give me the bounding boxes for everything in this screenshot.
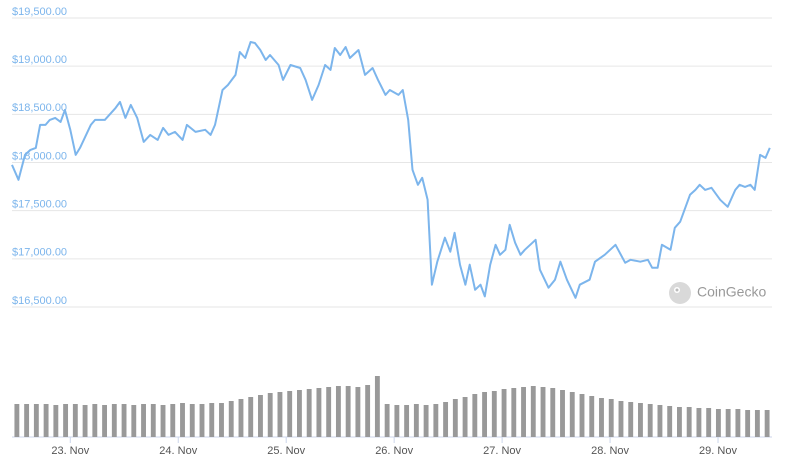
volume-bar: [219, 403, 224, 437]
volume-bar: [433, 404, 439, 437]
volume-bar: [258, 395, 263, 437]
volume-bar: [316, 388, 322, 437]
volume-bar: [63, 404, 69, 437]
volume-bar: [725, 409, 731, 437]
y-tick-label: $18,500.00: [12, 102, 67, 114]
volume-bar: [745, 410, 751, 437]
volume-bar: [560, 390, 565, 437]
volume-bar: [189, 404, 195, 437]
volume-bar: [647, 404, 653, 437]
volume-bar: [277, 392, 283, 437]
volume-bar: [345, 386, 351, 437]
volume-bar: [482, 392, 487, 437]
volume-bar: [599, 398, 604, 437]
volume-bar: [267, 393, 273, 437]
watermark: CoinGecko: [697, 284, 766, 300]
volume-bar: [335, 386, 341, 437]
volume-bar: [180, 403, 185, 437]
y-tick-label: $18,000.00: [12, 150, 67, 162]
volume-bar: [521, 387, 526, 437]
volume-bar: [306, 389, 312, 437]
volume-bar: [394, 405, 400, 437]
volume-bar: [706, 408, 712, 437]
volume-bar: [501, 389, 507, 437]
price-line: [11, 41, 771, 299]
volume-bar: [92, 404, 98, 437]
volume-bar: [209, 403, 215, 437]
volume-bar: [754, 410, 760, 437]
y-tick-label: $17,500.00: [12, 199, 67, 211]
x-tick-label: 26. Nov: [375, 445, 413, 457]
volume-bar: [24, 404, 30, 437]
volume-bar: [384, 404, 390, 437]
volume-bar: [365, 385, 371, 437]
volume-bar: [452, 399, 458, 437]
volume-bar: [170, 404, 176, 437]
volume-bar: [111, 404, 117, 437]
volume-bar: [355, 387, 361, 437]
volume-bar: [657, 405, 663, 437]
x-tick-label: 24. Nov: [159, 445, 197, 457]
volume-bar: [33, 404, 39, 437]
watermark-logo: [669, 282, 691, 304]
volume-bar: [199, 404, 205, 437]
volume-bar: [14, 404, 20, 437]
volume-bar: [540, 387, 546, 437]
volume-bar: [82, 405, 88, 437]
volume-bar: [764, 410, 770, 437]
volume-bar: [131, 405, 137, 437]
volume-bar: [248, 397, 254, 437]
y-tick-label: $19,000.00: [12, 54, 67, 66]
volume-bar: [550, 388, 556, 437]
volume-bar: [462, 397, 468, 437]
volume-bar: [374, 376, 380, 437]
volume-bar: [228, 401, 234, 437]
y-tick-label: $19,500.00: [12, 6, 67, 18]
volume-bar: [735, 409, 741, 437]
volume-bar: [404, 405, 410, 437]
y-tick-label: $16,500.00: [12, 295, 67, 307]
volume-bar: [287, 391, 293, 437]
volume-bar: [150, 404, 156, 437]
volume-bar: [569, 392, 575, 437]
volume-bar: [686, 407, 692, 437]
volume-bar: [53, 405, 59, 437]
volume-bar: [160, 405, 166, 437]
volume-bar: [297, 390, 302, 437]
volume-bar: [618, 401, 624, 437]
volume-bar: [238, 399, 244, 437]
volume-bar: [579, 394, 585, 437]
volume-bar: [121, 404, 127, 437]
volume-bar: [43, 404, 49, 437]
x-tick-label: 25. Nov: [267, 445, 305, 457]
volume-bar: [667, 406, 673, 437]
x-tick-label: 28. Nov: [591, 445, 629, 457]
volume-bar: [491, 391, 497, 437]
y-tick-label: $17,000.00: [12, 247, 67, 259]
volume-bar: [628, 402, 634, 437]
volume-bar: [472, 394, 478, 437]
volume-bar: [413, 404, 419, 437]
volume-bar: [443, 402, 449, 437]
volume-bar: [511, 388, 517, 437]
volume-bar: [530, 386, 536, 437]
volume-bar: [141, 404, 146, 437]
volume-bar: [638, 403, 643, 437]
volume-bar: [102, 405, 107, 437]
x-tick-label: 27. Nov: [483, 445, 521, 457]
volume-bar: [608, 399, 614, 437]
volume-bar: [715, 409, 721, 437]
volume-bar: [589, 396, 595, 437]
volume-bar: [696, 408, 702, 437]
volume-bar: [423, 405, 429, 437]
x-tick-label: 29. Nov: [699, 445, 737, 457]
volume-bar: [677, 407, 682, 437]
volume-bar: [326, 387, 332, 437]
x-tick-label: 23. Nov: [51, 445, 89, 457]
volume-bar: [72, 404, 78, 437]
